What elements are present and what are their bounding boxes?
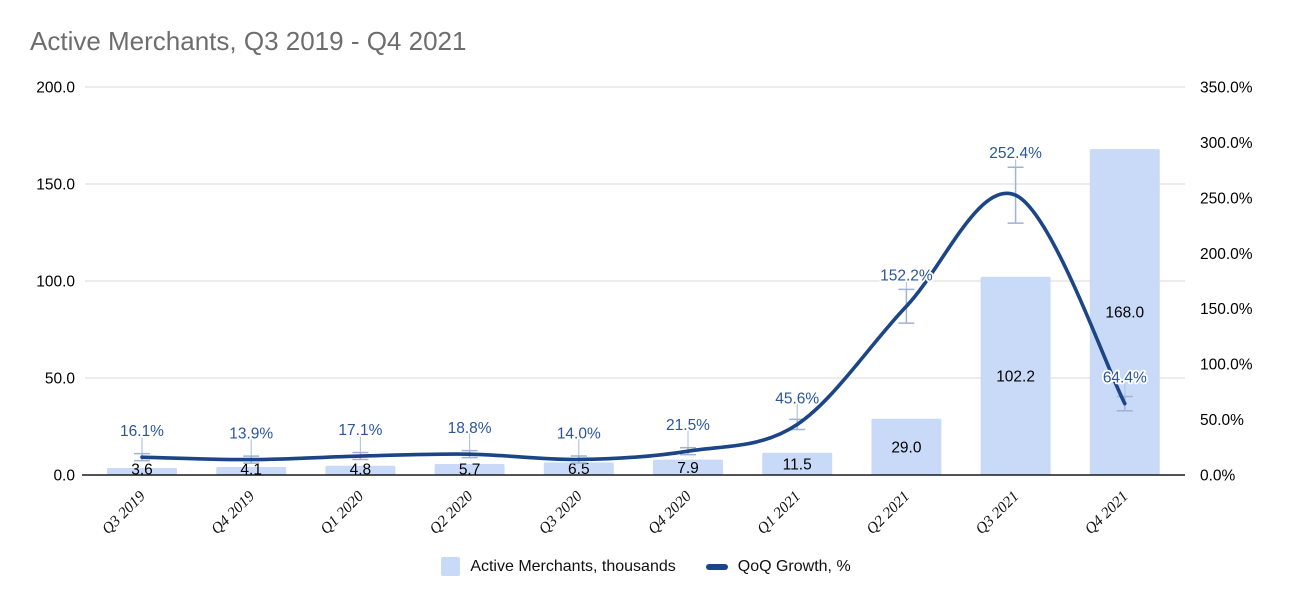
bar-value-label: 102.2 bbox=[996, 368, 1035, 385]
line-value-label: 13.9% bbox=[229, 426, 273, 443]
chart-legend: Active Merchants, thousands QoQ Growth, … bbox=[0, 557, 1292, 576]
line-value-label: 21.5% bbox=[666, 417, 710, 434]
bar-value-label: 11.5 bbox=[783, 456, 812, 473]
y-axis-right-tick-label: 250.0% bbox=[1200, 190, 1253, 207]
y-axis-left-tick-label: 100.0 bbox=[36, 274, 75, 291]
bar bbox=[325, 465, 396, 475]
x-axis-label: Q3 2020 bbox=[536, 488, 586, 538]
bar bbox=[980, 276, 1051, 475]
bar-value-label: 5.7 bbox=[459, 462, 481, 479]
bar-value-label: 3.6 bbox=[131, 462, 153, 479]
bar-value-label: 29.0 bbox=[891, 439, 922, 456]
x-axis-label: Q3 2019 bbox=[99, 488, 149, 538]
line-value-label: 45.6% bbox=[775, 390, 819, 407]
line-value-label: 64.4% bbox=[1103, 370, 1147, 387]
y-axis-right-tick-label: 300.0% bbox=[1200, 135, 1253, 152]
bar bbox=[216, 467, 287, 475]
x-axis-label: Q4 2021 bbox=[1082, 488, 1132, 538]
bar-value-label: 7.9 bbox=[677, 460, 699, 477]
x-axis-label: Q3 2021 bbox=[972, 488, 1022, 538]
bar bbox=[543, 462, 614, 475]
x-axis-label: Q4 2020 bbox=[645, 488, 695, 538]
line-value-label: 16.1% bbox=[120, 423, 164, 440]
bar-value-label: 4.1 bbox=[240, 462, 262, 479]
y-axis-right-tick-label: 350.0% bbox=[1200, 80, 1253, 97]
legend-item-qoq-growth: QoQ Growth, % bbox=[705, 557, 851, 576]
legend-label: Active Merchants, thousands bbox=[470, 557, 676, 575]
bar bbox=[1089, 149, 1160, 475]
y-axis-left-tick-label: 150.0 bbox=[36, 177, 75, 194]
y-axis-left-tick-label: 200.0 bbox=[36, 80, 75, 97]
line-value-label: 252.4% bbox=[989, 145, 1042, 162]
line-value-label: 17.1% bbox=[338, 422, 382, 439]
x-axis-label: Q2 2021 bbox=[863, 488, 913, 538]
bar bbox=[107, 468, 177, 475]
line-value-label: 18.8% bbox=[448, 420, 492, 437]
legend-label: QoQ Growth, % bbox=[737, 557, 851, 575]
bar-value-label: 6.5 bbox=[568, 461, 590, 478]
y-axis-right-tick-label: 50.0% bbox=[1200, 412, 1244, 429]
line-series-swatch-icon bbox=[705, 563, 728, 570]
bar-series-swatch-icon bbox=[441, 557, 461, 576]
y-axis-right-tick-label: 200.0% bbox=[1200, 246, 1253, 263]
legend-item-active-merchants: Active Merchants, thousands bbox=[441, 557, 676, 576]
line-value-label: 14.0% bbox=[557, 425, 601, 442]
x-axis-label: Q1 2020 bbox=[317, 488, 367, 538]
bar bbox=[762, 452, 833, 475]
y-axis-right-tick-label: 100.0% bbox=[1200, 357, 1253, 374]
growth-line bbox=[140, 191, 1127, 462]
bar bbox=[871, 418, 942, 475]
x-axis-label: Q4 2019 bbox=[208, 488, 258, 538]
y-axis-left-tick-label: 0.0 bbox=[53, 468, 75, 485]
x-axis-label: Q1 2021 bbox=[754, 488, 804, 538]
bar-value-label: 4.8 bbox=[350, 462, 372, 479]
x-axis-label: Q2 2020 bbox=[426, 488, 476, 538]
y-axis-right-tick-label: 0.0% bbox=[1200, 468, 1236, 485]
chart-title: Active Merchants, Q3 2019 - Q4 2021 bbox=[30, 26, 467, 56]
y-axis-right-tick-label: 150.0% bbox=[1200, 301, 1253, 318]
bar bbox=[434, 463, 505, 475]
bar-value-label: 168.0 bbox=[1105, 305, 1144, 322]
y-axis-left-tick-label: 50.0 bbox=[45, 371, 76, 388]
bar bbox=[653, 459, 723, 475]
line-value-label: 152.2% bbox=[880, 267, 933, 284]
